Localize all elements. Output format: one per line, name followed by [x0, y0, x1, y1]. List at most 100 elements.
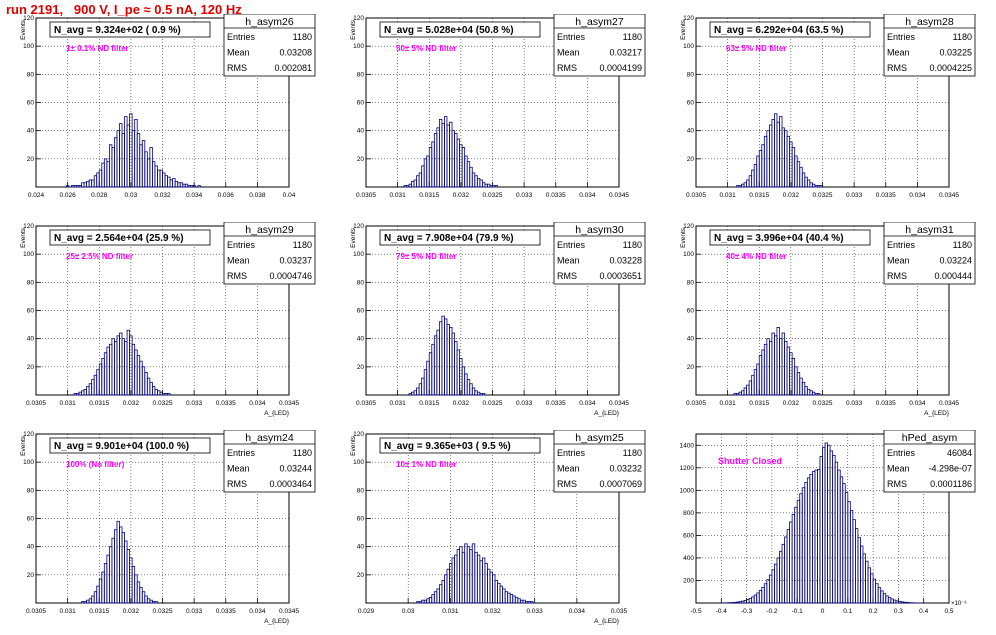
stats-value-rms: 0.0004199 [599, 63, 642, 73]
stats-value-rms: 0.0007069 [599, 479, 642, 489]
x-tick-label: 0.0345 [609, 192, 629, 199]
y-tick-label: 600 [683, 532, 694, 539]
stats-label-rms: RMS [557, 63, 577, 73]
x-tick-label: 0.031 [442, 608, 459, 615]
x-tick-label: 0.2 [869, 608, 878, 615]
filter-annotation: 79± 5% ND filter [396, 252, 456, 261]
x-tick-label: 0.034 [909, 400, 926, 407]
filter-annotation: 25± 2.5% ND filter [66, 252, 133, 261]
x-tick-label: 0.032 [453, 400, 470, 407]
y-tick-label: 60 [357, 100, 365, 107]
x-axis-label: A_{LED} [924, 410, 950, 417]
y-tick-label: 20 [27, 364, 35, 371]
y-axis-label: Events [350, 435, 357, 456]
stats-value-entries: 1180 [293, 448, 312, 458]
x-tick-label: 0.0325 [483, 400, 503, 407]
y-tick-label: 100 [353, 459, 364, 466]
x-tick-label: 0.0305 [686, 400, 706, 407]
y-tick-label: 100 [23, 459, 34, 466]
x-tick-label: 0.031 [719, 192, 736, 199]
y-tick-label: 60 [27, 100, 35, 107]
x-tick-label: 0.0335 [546, 192, 566, 199]
y-tick-label: 20 [357, 364, 365, 371]
stats-value-rms: 0.0003464 [269, 479, 312, 489]
stats-value-entries: 1180 [293, 240, 312, 250]
x-tick-label: 0.0325 [153, 608, 173, 615]
stats-value-mean: -4.298e-07 [928, 464, 972, 474]
x-tick-label: 0.026 [59, 192, 76, 199]
histogram-name: h_asym25 [575, 432, 624, 444]
stats-label-entries: Entries [557, 448, 586, 458]
chart-title: N_avg = 9.365e+03 ( 9.5 %) [384, 441, 511, 452]
y-tick-label: 40 [357, 128, 365, 135]
y-tick-label: 100 [353, 43, 364, 50]
x-tick-label: 0.032 [783, 192, 800, 199]
stats-value-entries: 1180 [953, 240, 972, 250]
y-tick-label: 60 [687, 100, 695, 107]
filter-annotation: 40± 4% ND filter [726, 252, 786, 261]
x-tick-label: 0.4 [919, 608, 928, 615]
x-tick-label: 0.024 [28, 192, 45, 199]
x-tick-label: 0.0345 [939, 192, 959, 199]
x-exponent-label: ×10⁻³ [951, 601, 966, 607]
x-tick-label: 0.0305 [356, 400, 376, 407]
y-tick-label: 80 [357, 487, 365, 494]
filter-annotation: 63± 5% ND filter [726, 44, 786, 53]
stats-label-mean: Mean [887, 48, 910, 58]
y-tick-label: 100 [683, 251, 694, 258]
x-tick-label: -0.3 [741, 608, 753, 615]
y-tick-label: 40 [687, 336, 695, 343]
stats-value-mean: 0.03228 [609, 256, 642, 266]
y-tick-label: 80 [357, 279, 365, 286]
x-tick-label: 0.1 [843, 608, 852, 615]
stats-value-rms: 0.0004225 [929, 63, 972, 73]
x-tick-label: 0.0315 [749, 192, 769, 199]
x-tick-label: 0.0335 [216, 608, 236, 615]
stats-label-mean: Mean [887, 464, 910, 474]
stats-label-mean: Mean [227, 48, 250, 58]
x-tick-label: 0.0325 [813, 400, 833, 407]
y-axis-label: Events [350, 227, 357, 248]
y-tick-label: 60 [27, 516, 35, 523]
x-tick-label: 0.3 [894, 608, 903, 615]
stats-label-rms: RMS [557, 479, 577, 489]
stats-value-rms: 0.000444 [934, 271, 972, 281]
stats-label-mean: Mean [557, 48, 580, 58]
y-tick-label: 1000 [680, 487, 694, 494]
y-axis-label: Events [20, 227, 27, 248]
x-tick-label: 0.5 [944, 608, 953, 615]
x-tick-label: 0 [821, 608, 825, 615]
y-axis-label: Events [20, 19, 27, 40]
x-tick-label: -0.1 [792, 608, 804, 615]
x-tick-label: 0.031 [719, 400, 736, 407]
stats-value-mean: 0.03217 [609, 48, 642, 58]
chart-title: N_avg = 9.324e+02 ( 0.9 %) [54, 25, 181, 36]
x-tick-label: 0.034 [249, 608, 266, 615]
x-tick-label: 0.0335 [216, 400, 236, 407]
x-tick-label: 0.033 [516, 192, 533, 199]
y-tick-label: 20 [27, 156, 35, 163]
x-tick-label: 0.0305 [26, 608, 46, 615]
chart-title: N_avg = 6.292e+04 (63.5 %) [714, 25, 844, 36]
y-tick-label: 20 [357, 156, 365, 163]
filter-annotation: 1± 0.1% ND filter [66, 44, 129, 53]
x-tick-label: 0.033 [846, 192, 863, 199]
y-tick-label: 40 [687, 128, 695, 135]
y-axis-label: Events [680, 19, 687, 40]
stats-label-entries: Entries [887, 32, 916, 42]
x-tick-label: 0.0325 [483, 192, 503, 199]
y-tick-label: 1400 [680, 442, 694, 449]
y-tick-label: 80 [357, 71, 365, 78]
x-tick-label: -0.2 [766, 608, 778, 615]
histogram-name: h_asym27 [575, 16, 624, 28]
x-tick-label: 0.03 [125, 192, 138, 199]
stats-value-mean: 0.03224 [939, 256, 972, 266]
